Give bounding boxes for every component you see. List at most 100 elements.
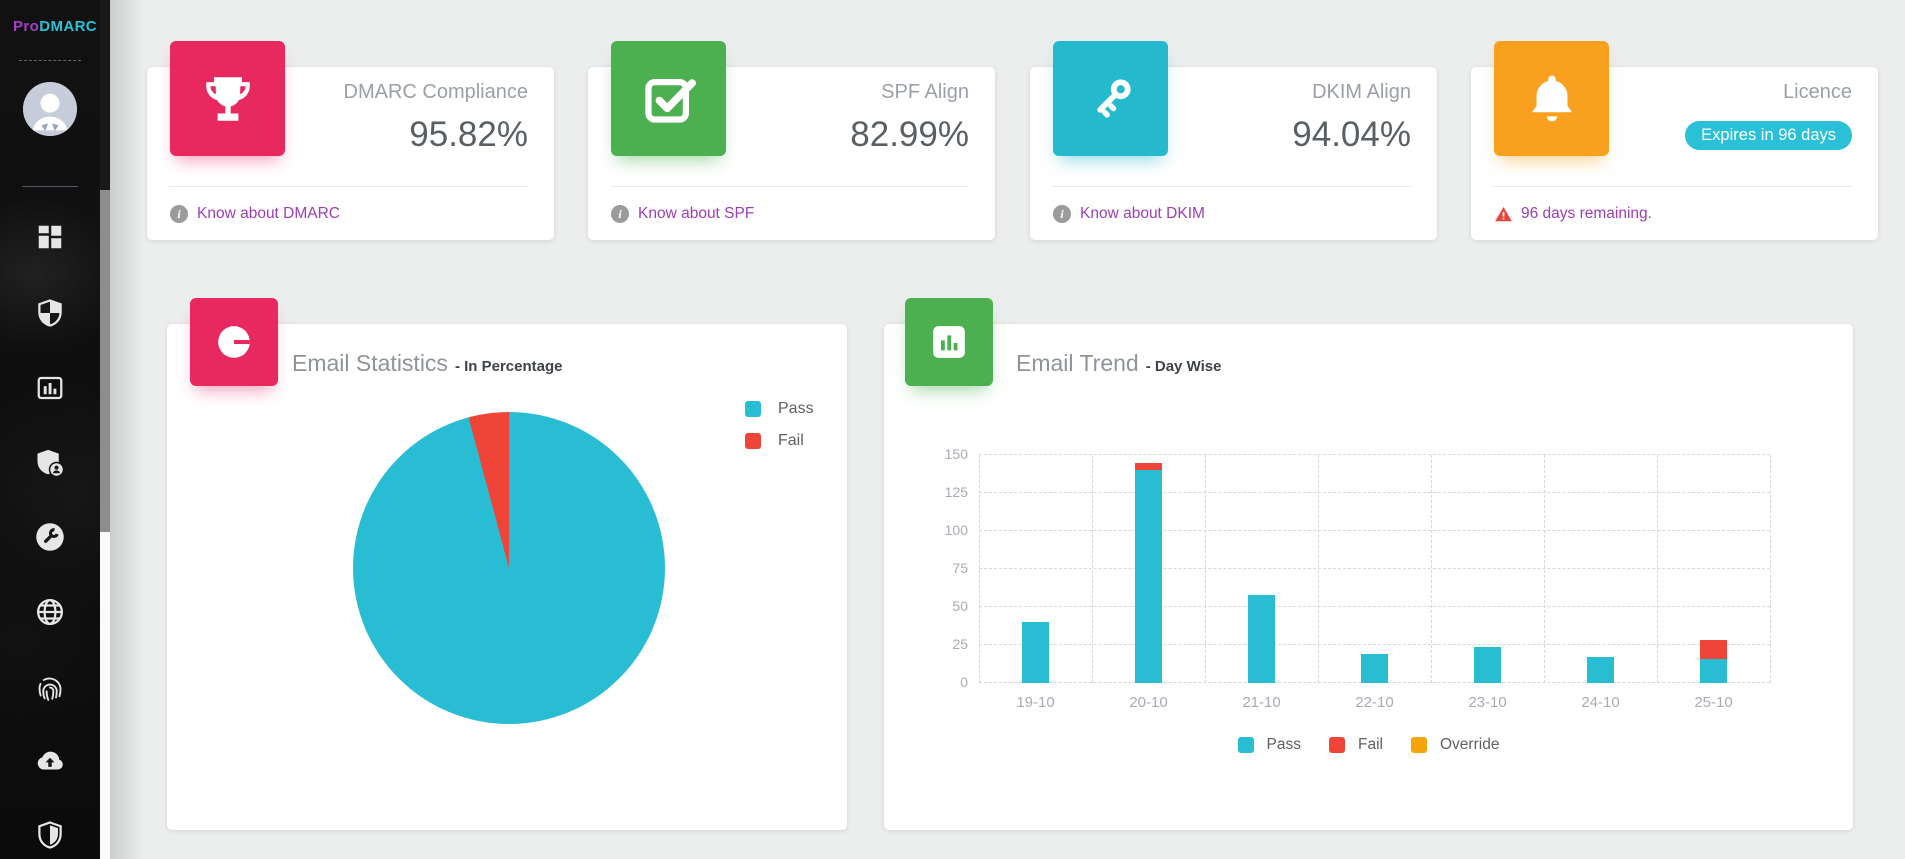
trend-legend: Pass Fail Override <box>884 736 1853 754</box>
bar-fail-20-10 <box>1135 462 1162 471</box>
y-tick-label: 75 <box>952 560 968 576</box>
stat-card-dkim: DKIM Align 94.04% i Know about DKIM <box>1030 41 1437 240</box>
gridline-v <box>1092 455 1093 683</box>
title-text: Email Trend <box>1016 350 1139 376</box>
subtitle-text: - In Percentage <box>454 358 563 375</box>
divider <box>1493 186 1852 187</box>
bar-pass-23-10 <box>1474 646 1501 683</box>
pie-legend: Pass Fail <box>745 400 814 464</box>
know-about-spf-link[interactable]: i Know about SPF <box>611 201 754 227</box>
warning-icon <box>1495 206 1512 221</box>
legend-swatch <box>1411 737 1427 753</box>
know-about-dmarc-link[interactable]: i Know about DMARC <box>170 201 340 227</box>
gridline-v <box>1431 455 1432 683</box>
pie-legend-item-fail[interactable]: Fail <box>745 432 814 450</box>
wrench-icon <box>36 523 64 551</box>
legend-label: Fail <box>1358 736 1383 753</box>
key-icon <box>1053 41 1168 156</box>
gridline-v <box>979 455 980 683</box>
trophy-icon <box>170 41 285 156</box>
sidebar-divider-2 <box>22 186 78 187</box>
info-icon: i <box>170 205 188 223</box>
trend-legend-item-pass[interactable]: Pass <box>1237 736 1301 754</box>
pie-chart-icon <box>190 298 278 386</box>
stat-card-licence: Licence Expires in 96 days 96 days remai… <box>1471 41 1878 240</box>
legend-swatch <box>1329 737 1346 753</box>
bar-chart-icon <box>37 376 63 400</box>
know-link-label: Know about SPF <box>638 205 755 222</box>
logo-dmarc: DMARC <box>39 18 98 35</box>
sidebar-item-security[interactable] <box>35 820 65 850</box>
trend-legend-item-fail[interactable]: Fail <box>1329 736 1383 754</box>
gridline-v <box>1318 455 1319 683</box>
dashboard-icon <box>38 225 62 249</box>
sidebar-item-reports[interactable] <box>35 373 65 403</box>
stat-title: SPF Align <box>881 81 969 103</box>
gridline-h <box>979 492 1770 493</box>
stat-title: DMARC Compliance <box>343 81 529 103</box>
stat-title: Licence <box>1783 81 1852 103</box>
trend-x-axis: 19-10 20-10 21-10 22-10 23-10 24-10 25-10 <box>979 694 1770 714</box>
avatar[interactable] <box>23 82 77 136</box>
sidebar-item-tools[interactable] <box>35 522 65 552</box>
info-icon: i <box>611 205 629 223</box>
divider <box>169 186 528 187</box>
sidebar-scrollbar-thumb[interactable] <box>100 190 110 532</box>
legend-swatch <box>1237 737 1254 753</box>
licence-badge: Expires in 96 days <box>1685 121 1852 150</box>
x-tick-label: 24-10 <box>1581 694 1620 711</box>
app-logo[interactable]: ProDMARC <box>13 18 97 35</box>
gridline-h <box>979 568 1770 569</box>
sidebar-item-forensics[interactable] <box>35 673 65 703</box>
licence-warning: 96 days remaining. <box>1494 201 1652 227</box>
sidebar-item-shield[interactable] <box>35 298 65 328</box>
legend-label: Fail <box>778 432 804 449</box>
bar-pass-22-10 <box>1361 654 1388 683</box>
email-statistics-card: Email Statistics - In Percentage Pass Fail <box>167 298 847 830</box>
sidebar-scrollbar-track-bottom <box>100 532 110 859</box>
pie-legend-item-pass[interactable]: Pass <box>745 400 814 418</box>
sidebar-item-dashboard[interactable] <box>35 222 65 252</box>
x-tick-label: 23-10 <box>1468 694 1507 711</box>
bar-pass-19-10 <box>1022 622 1049 683</box>
user-silhouette-icon <box>23 82 77 136</box>
sidebar-divider <box>19 60 81 61</box>
divider <box>610 186 969 187</box>
gridline-h <box>979 606 1770 607</box>
know-about-dkim-link[interactable]: i Know about DKIM <box>1053 201 1205 227</box>
divider <box>1052 186 1411 187</box>
stat-value: 94.04% <box>1292 115 1411 154</box>
email-trend-title: Email Trend - Day Wise <box>1016 350 1221 377</box>
x-tick-label: 19-10 <box>1016 694 1055 711</box>
sidebar-scrollbar-track[interactable] <box>100 0 110 859</box>
gridline-h <box>979 454 1770 455</box>
gridline-h <box>979 644 1770 645</box>
bar-pass-25-10 <box>1700 658 1727 683</box>
y-tick-label: 25 <box>952 636 968 652</box>
y-tick-label: 125 <box>944 484 968 500</box>
sidebar-item-globe[interactable] <box>35 597 65 627</box>
stat-title: DKIM Align <box>1312 81 1411 103</box>
stat-card-spf: SPF Align 82.99% i Know about SPF <box>588 41 995 240</box>
logo-pro: Pro <box>13 18 40 35</box>
x-tick-label: 25-10 <box>1694 694 1733 711</box>
bar-pass-21-10 <box>1248 594 1275 683</box>
legend-swatch <box>745 401 761 417</box>
legend-swatch <box>745 433 761 449</box>
trend-legend-item-override[interactable]: Override <box>1411 736 1499 754</box>
y-tick-label: 150 <box>944 446 968 462</box>
email-statistics-pie <box>353 412 665 724</box>
email-trend-card: Email Trend - Day Wise 0 25 50 75 100 125 150 1… <box>884 298 1853 830</box>
sidebar-item-account-shield[interactable] <box>35 448 65 478</box>
know-link-label: Know about DMARC <box>197 205 341 222</box>
content-left-shadow <box>110 0 144 859</box>
legend-label: Pass <box>778 400 814 417</box>
sidebar-item-upload[interactable] <box>35 747 65 777</box>
bar-chart-card-icon <box>905 298 993 386</box>
email-statistics-title: Email Statistics - In Percentage <box>292 350 562 377</box>
check-square-icon <box>611 41 726 156</box>
y-tick-label: 0 <box>960 674 968 690</box>
shield-icon <box>38 299 62 327</box>
gridline-h <box>979 530 1770 531</box>
